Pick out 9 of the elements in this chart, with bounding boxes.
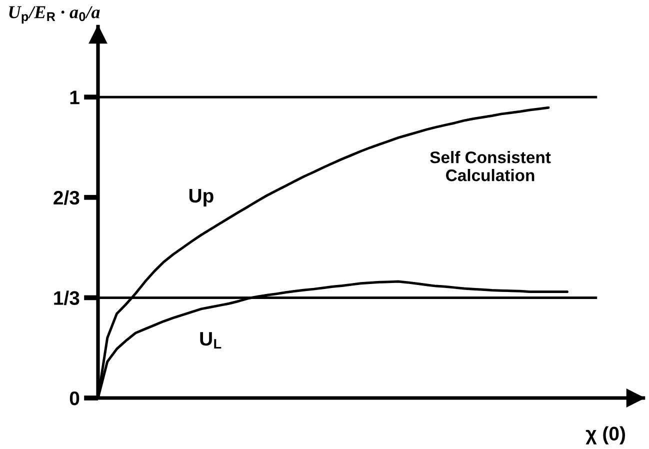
- y-axis-title: U$_{p}$/E$_{R}$ · a$_{0}$/a: [9, 6, 100, 24]
- series-label: Up: [189, 189, 214, 206]
- y-tick-label: 0: [70, 391, 80, 406]
- series-label: U$_{L}$: [200, 332, 222, 349]
- x-axis-title: χ (0): [586, 426, 625, 444]
- y-tick-label: 1: [70, 90, 80, 104]
- y-tick-label: 1/3: [54, 290, 80, 306]
- y-tick-label: 2/3: [54, 190, 80, 205]
- annotation: Self Consistent Calculation: [430, 151, 551, 182]
